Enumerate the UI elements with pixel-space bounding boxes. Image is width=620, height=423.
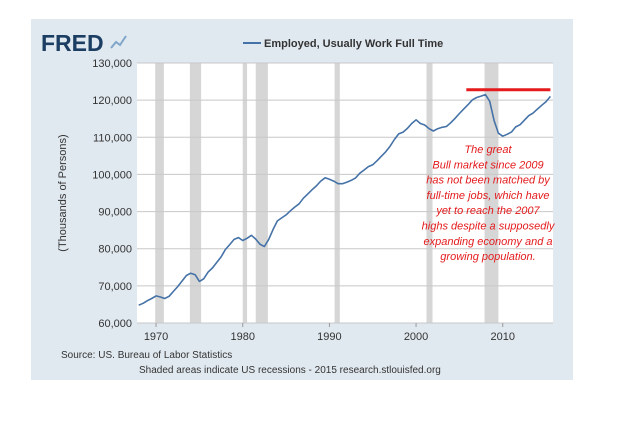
x-tick-label: 2010 [490, 331, 514, 343]
recession-band [426, 63, 433, 323]
x-axis-ticks: 1970 1980 1990 2000 2010 [144, 323, 515, 343]
y-tick-label: 60,000 [98, 318, 132, 330]
grid-lines [137, 62, 553, 324]
fred-logo: FRED [41, 30, 104, 56]
x-tick-label: 1990 [317, 331, 341, 343]
annotation-text-line: The great [464, 144, 512, 156]
y-axis-ticks: 60,000 70,000 80,000 90,000 100,000 110,000 12… [92, 58, 132, 330]
series-line [138, 93, 552, 306]
y-tick-label: 90,000 [98, 207, 132, 219]
fred-logo-mark [110, 35, 127, 49]
annotation-text-line: has not been matched by [426, 175, 551, 187]
annotation-text-line: yet to reach the 2007 [435, 205, 540, 217]
annotation-text-line: Bull market since 2009 [432, 159, 543, 171]
annotation-group: The great Bull market since 2009 has not b… [422, 88, 556, 263]
y-axis-label: (Thousands of Persons) [57, 134, 69, 251]
series-group [138, 93, 552, 306]
recession-band [484, 63, 499, 323]
recession-note: Shaded areas indicate US recessions - 20… [139, 365, 441, 376]
annotation-text-line: full-time jobs, which have [427, 190, 550, 202]
recession-band [334, 63, 340, 323]
recession-band [255, 63, 268, 323]
source-note: Source: US. Bureau of Labor Statistics [61, 350, 232, 361]
y-tick-label: 130,000 [92, 58, 132, 70]
annotation-text-line: highs despite a supposedly [422, 221, 556, 233]
recession-shading [155, 63, 499, 323]
y-tick-label: 120,000 [92, 95, 132, 107]
x-tick-label: 2000 [404, 331, 428, 343]
y-tick-label: 100,000 [92, 169, 132, 181]
x-tick-label: 1980 [230, 331, 254, 343]
recession-band [155, 63, 164, 323]
y-tick-label: 70,000 [98, 281, 132, 293]
x-tick-label: 1970 [144, 331, 168, 343]
recession-band [189, 63, 202, 323]
plot-area [137, 63, 553, 323]
y-tick-label: 80,000 [98, 244, 132, 256]
recession-band [242, 63, 248, 323]
legend-label: Employed, Usually Work Full Time [264, 38, 443, 50]
annotation-text-line: growing population. [440, 251, 535, 263]
y-tick-label: 110,000 [93, 132, 132, 144]
annotation-text-line: expanding economy and a [423, 236, 552, 248]
